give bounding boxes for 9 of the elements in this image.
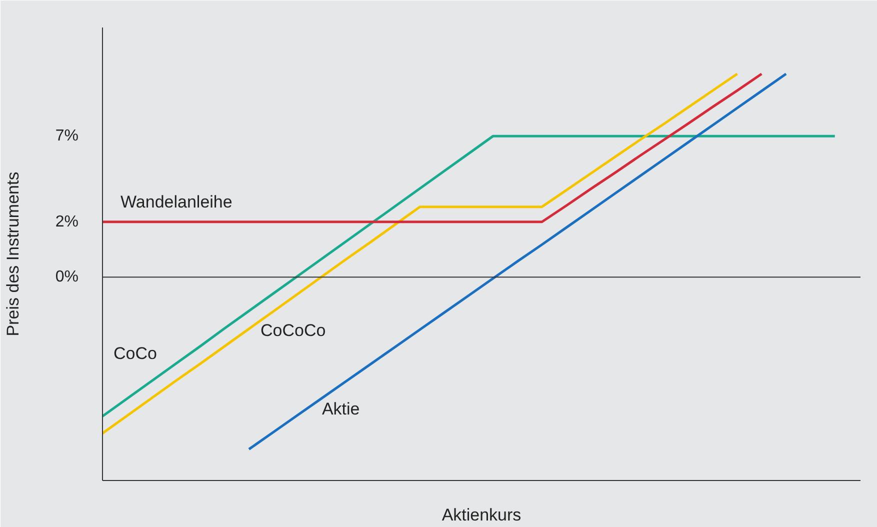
text: 7% (55, 128, 78, 145)
series-label: Aktie (322, 400, 360, 419)
y-axis-title: Preis des Instruments (3, 172, 22, 336)
series-label: Wandelanleihe (120, 192, 232, 212)
series-label: CoCoCo (260, 320, 326, 340)
ref-line-label: 0% (55, 268, 78, 286)
text: 2% (55, 213, 78, 230)
x-axis-title: Aktienkurs (442, 506, 522, 524)
series-label: CoCo (114, 344, 157, 363)
